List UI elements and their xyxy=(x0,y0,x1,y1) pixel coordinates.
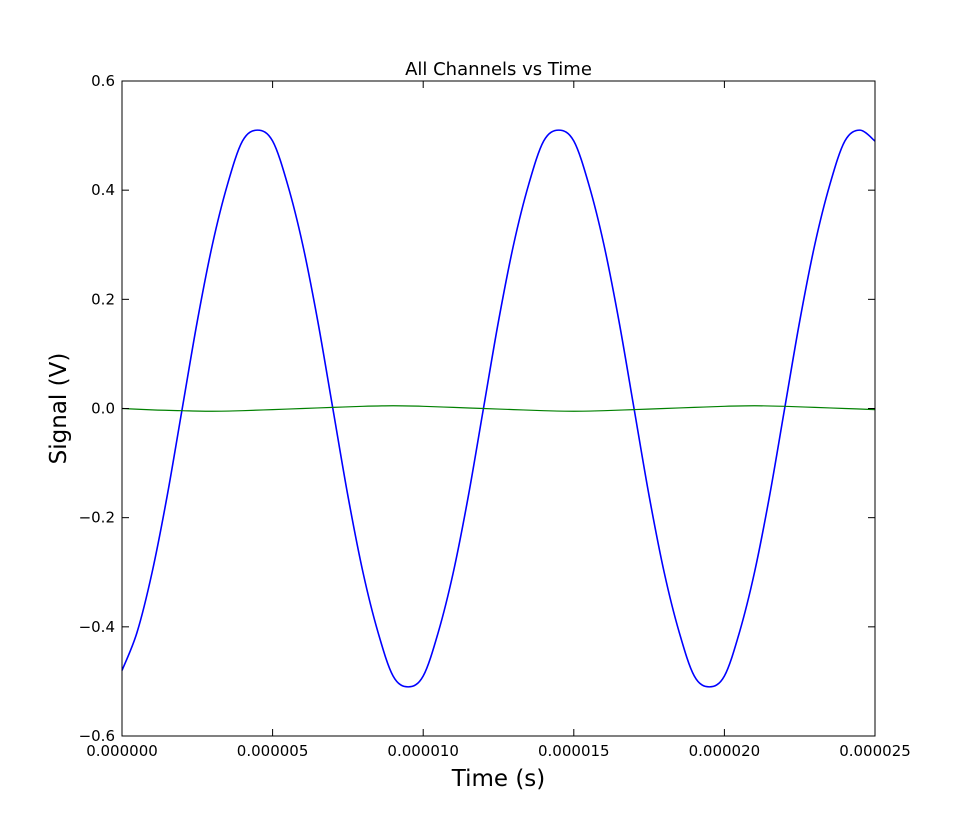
y-tick-label: 0.4 xyxy=(91,181,115,199)
x-axis-label: Time (s) xyxy=(451,766,546,792)
y-tick-label: −0.4 xyxy=(79,618,115,636)
series-layer xyxy=(121,129,876,688)
x-tick-label: 0.000025 xyxy=(839,742,911,760)
y-axis-label: Signal (V) xyxy=(46,353,72,465)
x-tick-label: 0.000015 xyxy=(538,742,610,760)
y-axis: −0.6 −0.4 −0.2 0.0 0.2 0.4 0.6 xyxy=(79,72,875,745)
series-line-1 xyxy=(121,129,876,688)
y-tick-label: 0.2 xyxy=(91,290,115,308)
y-tick-label: 0.6 xyxy=(91,72,115,90)
y-tick-label: 0.0 xyxy=(91,400,115,418)
x-axis: 0.000000 0.000005 0.000010 0.000015 0.000020… xyxy=(86,81,911,760)
x-tick-label: 0.000020 xyxy=(689,742,761,760)
y-tick-label: −0.2 xyxy=(79,509,115,527)
x-tick-label: 0.000000 xyxy=(86,742,158,760)
chart-title: All Channels vs Time xyxy=(405,59,592,80)
series-line-2 xyxy=(121,405,876,412)
x-tick-label: 0.000010 xyxy=(387,742,459,760)
x-tick-label: 0.000005 xyxy=(237,742,309,760)
y-tick-label: −0.6 xyxy=(79,727,115,745)
